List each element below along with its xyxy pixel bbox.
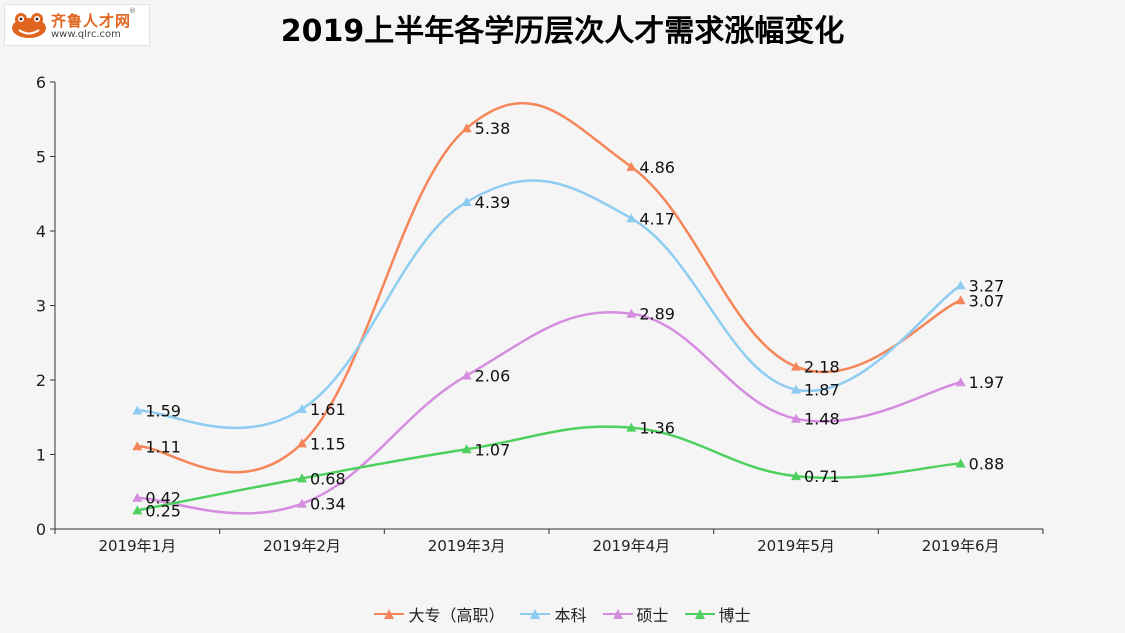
data-label: 4.39 bbox=[475, 193, 511, 212]
data-point-marker bbox=[955, 458, 966, 468]
data-point-marker bbox=[791, 384, 801, 394]
legend-swatch-icon bbox=[374, 609, 405, 619]
data-label: 4.17 bbox=[639, 209, 675, 228]
data-label: 1.15 bbox=[310, 434, 346, 453]
data-point-marker bbox=[461, 123, 472, 133]
y-tick-label: 1 bbox=[36, 446, 46, 465]
data-label: 1.07 bbox=[475, 440, 511, 459]
series-line bbox=[137, 179, 962, 430]
data-label: 3.27 bbox=[969, 276, 1005, 295]
registered-mark: ® bbox=[129, 7, 136, 15]
x-tick-label: 2019年6月 bbox=[922, 537, 1000, 555]
legend-label: 硕士 bbox=[636, 606, 669, 625]
data-label: 4.86 bbox=[639, 158, 675, 177]
legend-label: 本科 bbox=[554, 606, 587, 625]
y-tick-label: 4 bbox=[36, 222, 46, 241]
x-tick-label: 2019年5月 bbox=[757, 537, 835, 555]
data-label: 1.48 bbox=[804, 410, 840, 429]
line-chart: 0 1 2 3 4 5 6 2019年1月 2019年2月 2019年3月 2019年4月 2019年… bbox=[36, 73, 1044, 555]
data-point-marker bbox=[132, 492, 143, 502]
data-point-marker bbox=[791, 471, 801, 481]
data-label: 5.38 bbox=[475, 119, 511, 138]
series-line bbox=[137, 311, 961, 515]
data-point-marker bbox=[132, 505, 143, 515]
data-label: 0.68 bbox=[310, 469, 346, 488]
data-label: 1.61 bbox=[310, 400, 346, 419]
data-point-marker bbox=[297, 498, 307, 508]
legend-label: 博士 bbox=[718, 606, 751, 625]
data-label: 0.88 bbox=[969, 454, 1005, 473]
data-point-marker bbox=[626, 422, 637, 432]
chart-legend: 大专（高职） 本科 硕士 博士 bbox=[0, 602, 1125, 626]
legend-label: 大专（高职） bbox=[408, 606, 505, 625]
data-label: 2.89 bbox=[639, 305, 675, 324]
frog-logo-icon bbox=[12, 13, 46, 38]
data-point-marker bbox=[461, 444, 472, 454]
series-line bbox=[137, 101, 962, 474]
data-point-marker bbox=[132, 405, 143, 415]
data-label: 1.87 bbox=[804, 381, 840, 400]
data-point-marker bbox=[626, 308, 637, 318]
data-label: 2.06 bbox=[475, 367, 511, 386]
data-point-marker bbox=[461, 370, 472, 380]
data-point-marker bbox=[955, 377, 966, 387]
data-label: 3.07 bbox=[969, 291, 1005, 310]
data-label: 0.71 bbox=[804, 467, 840, 486]
data-label: 1.36 bbox=[639, 419, 675, 438]
data-point-marker bbox=[297, 438, 307, 448]
chart-title: 2019上半年各学历层次人才需求涨幅变化 bbox=[280, 14, 845, 49]
series-line bbox=[137, 425, 961, 512]
legend-item[interactable]: 硕士 bbox=[602, 602, 669, 626]
data-point-marker bbox=[626, 161, 637, 171]
x-tick-label: 2019年3月 bbox=[428, 537, 506, 555]
data-label: 1.97 bbox=[969, 373, 1005, 392]
data-point-marker bbox=[791, 361, 801, 371]
legend-swatch-icon bbox=[602, 609, 633, 619]
x-tick-label: 2019年4月 bbox=[592, 537, 670, 555]
legend-item[interactable]: 博士 bbox=[684, 602, 751, 626]
data-label: 0.34 bbox=[310, 495, 346, 514]
x-tick-label: 2019年1月 bbox=[98, 537, 176, 555]
y-tick-label: 2 bbox=[36, 371, 46, 390]
legend-item[interactable]: 大专（高职） bbox=[374, 602, 504, 626]
data-point-marker bbox=[297, 404, 307, 414]
logo-url: www.qlrc.com bbox=[51, 29, 121, 40]
legend-swatch-icon bbox=[520, 609, 551, 619]
data-label: 0.25 bbox=[145, 501, 181, 520]
logo-name: 齐鲁人才网 bbox=[51, 12, 132, 30]
y-tick-label: 0 bbox=[36, 520, 46, 539]
data-point-marker bbox=[955, 295, 966, 305]
data-label: 2.18 bbox=[804, 358, 840, 377]
data-point-marker bbox=[626, 213, 637, 223]
y-tick-label: 6 bbox=[36, 73, 46, 92]
data-label: 1.11 bbox=[145, 437, 181, 456]
data-point-marker bbox=[132, 441, 143, 451]
data-point-marker bbox=[297, 473, 307, 483]
x-tick-label: 2019年2月 bbox=[263, 537, 341, 555]
data-point-marker bbox=[461, 196, 472, 206]
y-tick-label: 3 bbox=[36, 297, 46, 316]
data-point-marker bbox=[955, 280, 966, 290]
legend-item[interactable]: 本科 bbox=[520, 602, 587, 626]
data-label: 1.59 bbox=[145, 402, 181, 421]
logo: 齐鲁人才网 www.qlrc.com ® bbox=[4, 4, 150, 46]
legend-swatch-icon bbox=[684, 609, 715, 619]
data-point-marker bbox=[791, 413, 801, 423]
y-tick-label: 5 bbox=[36, 148, 46, 167]
